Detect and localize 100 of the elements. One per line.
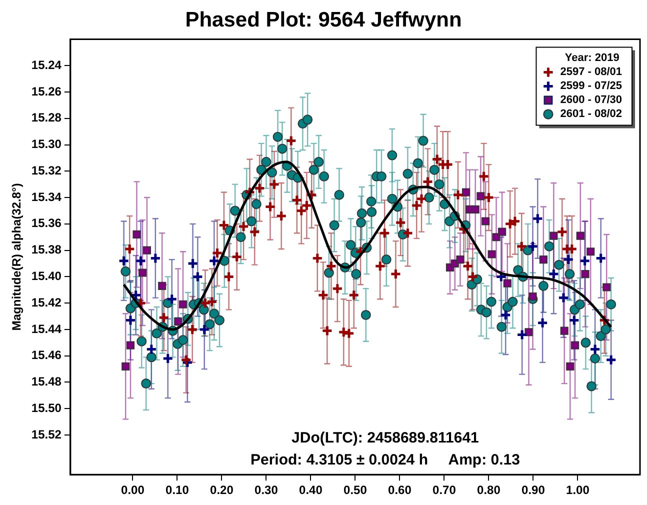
point (488, 250, 496, 258)
point (134, 255, 146, 267)
point (452, 189, 464, 201)
x-tick-label: 0.10 (166, 483, 190, 498)
point (576, 232, 584, 240)
point (276, 210, 288, 222)
point (122, 362, 130, 370)
point (595, 252, 607, 264)
point (527, 240, 539, 252)
point (516, 328, 528, 340)
point (550, 232, 558, 240)
y-tick-label: 15.38 (31, 242, 62, 257)
legend-label: 2600 - 07/30 (560, 94, 622, 106)
y-tick-label: 15.52 (31, 427, 62, 442)
point (602, 283, 611, 292)
point (516, 240, 528, 252)
y-axis-title: Magnitude(R) alpha(32.8°) (10, 183, 24, 331)
point (422, 176, 434, 188)
y-tick-label: 15.32 (31, 163, 62, 178)
y-tick-label: 15.42 (31, 295, 62, 310)
point (566, 362, 574, 370)
legend-label: 2601 - 08/02 (560, 108, 622, 120)
point (132, 230, 141, 239)
point (560, 326, 568, 335)
point (524, 328, 533, 336)
y-tick-label: 15.46 (31, 348, 62, 362)
point (317, 289, 329, 301)
point (200, 297, 212, 309)
point (208, 255, 220, 267)
y-tick-label: 15.36 (31, 216, 62, 230)
x-tick-label: 0.90 (522, 483, 546, 498)
x-tick-label: 0.50 (344, 483, 368, 498)
point (482, 217, 490, 226)
point (476, 192, 485, 200)
y-tick-label: 15.30 (31, 137, 62, 152)
point (300, 200, 312, 212)
point (579, 255, 591, 267)
point (150, 252, 162, 264)
point (118, 255, 130, 267)
y-tick-label: 15.44 (31, 322, 62, 336)
point (562, 254, 574, 266)
point (498, 228, 506, 236)
point (186, 324, 198, 336)
y-tick-label: 15.40 (31, 269, 62, 284)
point (325, 260, 337, 272)
point (296, 204, 308, 216)
y-tick-label: 15.48 (31, 374, 62, 389)
point (462, 260, 474, 272)
point (471, 205, 480, 214)
y-tick-label: 15.26 (31, 84, 62, 98)
point (321, 325, 333, 337)
point (532, 212, 544, 224)
point (254, 182, 266, 194)
point (378, 227, 390, 239)
x-tick-label: 0.40 (299, 483, 323, 498)
point (162, 352, 174, 364)
point (238, 220, 250, 232)
point (291, 194, 303, 206)
point (124, 243, 136, 255)
point (332, 282, 344, 294)
point (248, 226, 260, 238)
x-tick-label: 0.30 (254, 483, 278, 498)
point (478, 170, 490, 182)
legend-title: Year: 2019 (564, 52, 620, 64)
point (285, 135, 297, 147)
point (158, 282, 166, 290)
point (466, 270, 478, 282)
point (126, 341, 135, 350)
x-tick-label: 1.00 (566, 483, 590, 498)
point (492, 233, 500, 242)
legend-label: 2599 - 07/25 (560, 80, 622, 92)
point (178, 300, 188, 308)
point (180, 354, 192, 366)
point (187, 258, 199, 270)
point (146, 344, 158, 356)
point (536, 317, 548, 329)
point (548, 268, 560, 280)
annotation: JDo(LTC): 2458689.811641 (292, 430, 479, 447)
point (312, 252, 324, 264)
point (558, 292, 570, 304)
point (416, 193, 428, 205)
point (503, 279, 512, 288)
point (589, 344, 601, 356)
point (390, 268, 402, 280)
point (166, 293, 178, 305)
point (410, 200, 422, 212)
x-tick-label: 0.00 (121, 483, 145, 498)
point (402, 227, 414, 239)
point (456, 256, 464, 264)
point (158, 312, 170, 324)
point (482, 192, 494, 204)
point (462, 188, 470, 196)
y-tick-label: 15.50 (31, 400, 62, 415)
point (571, 341, 580, 350)
point (374, 260, 386, 272)
point (556, 226, 568, 238)
point (212, 247, 224, 259)
point (192, 270, 204, 282)
y-tick-label: 15.28 (31, 110, 62, 125)
point (581, 270, 590, 278)
